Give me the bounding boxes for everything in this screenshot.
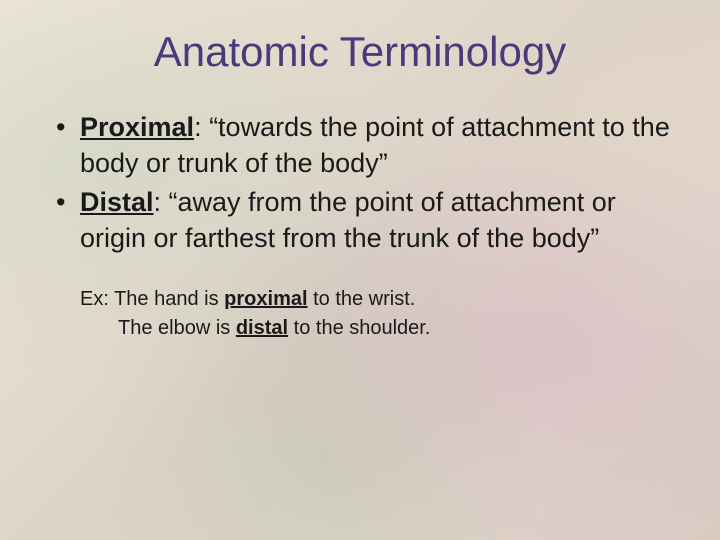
bullet-item-proximal: Proximal: “towards the point of attachme… (52, 110, 672, 181)
example1-after: to the wrist. (308, 288, 416, 310)
example-line-1: Ex: The hand is proximal to the wrist. (80, 285, 672, 314)
slide-title: Anatomic Terminology (48, 28, 672, 76)
bullet-item-distal: Distal: “away from the point of attachme… (52, 185, 672, 256)
example-prefix: Ex: (80, 288, 114, 310)
example2-after: to the shoulder. (288, 317, 430, 339)
bullet-list: Proximal: “towards the point of attachme… (48, 110, 672, 257)
example-line-2: The elbow is distal to the shoulder. (80, 314, 672, 343)
example1-bold: proximal (224, 288, 307, 310)
example1-before: The hand is (114, 288, 224, 310)
example2-bold: distal (236, 317, 288, 339)
example2-before: The elbow is (118, 317, 236, 339)
term-proximal: Proximal (80, 112, 194, 142)
term-distal: Distal (80, 187, 154, 217)
definition-distal: : “away from the point of attachment or … (80, 187, 616, 253)
slide-container: Anatomic Terminology Proximal: “towards … (0, 0, 720, 540)
examples-block: Ex: The hand is proximal to the wrist. T… (48, 285, 672, 343)
